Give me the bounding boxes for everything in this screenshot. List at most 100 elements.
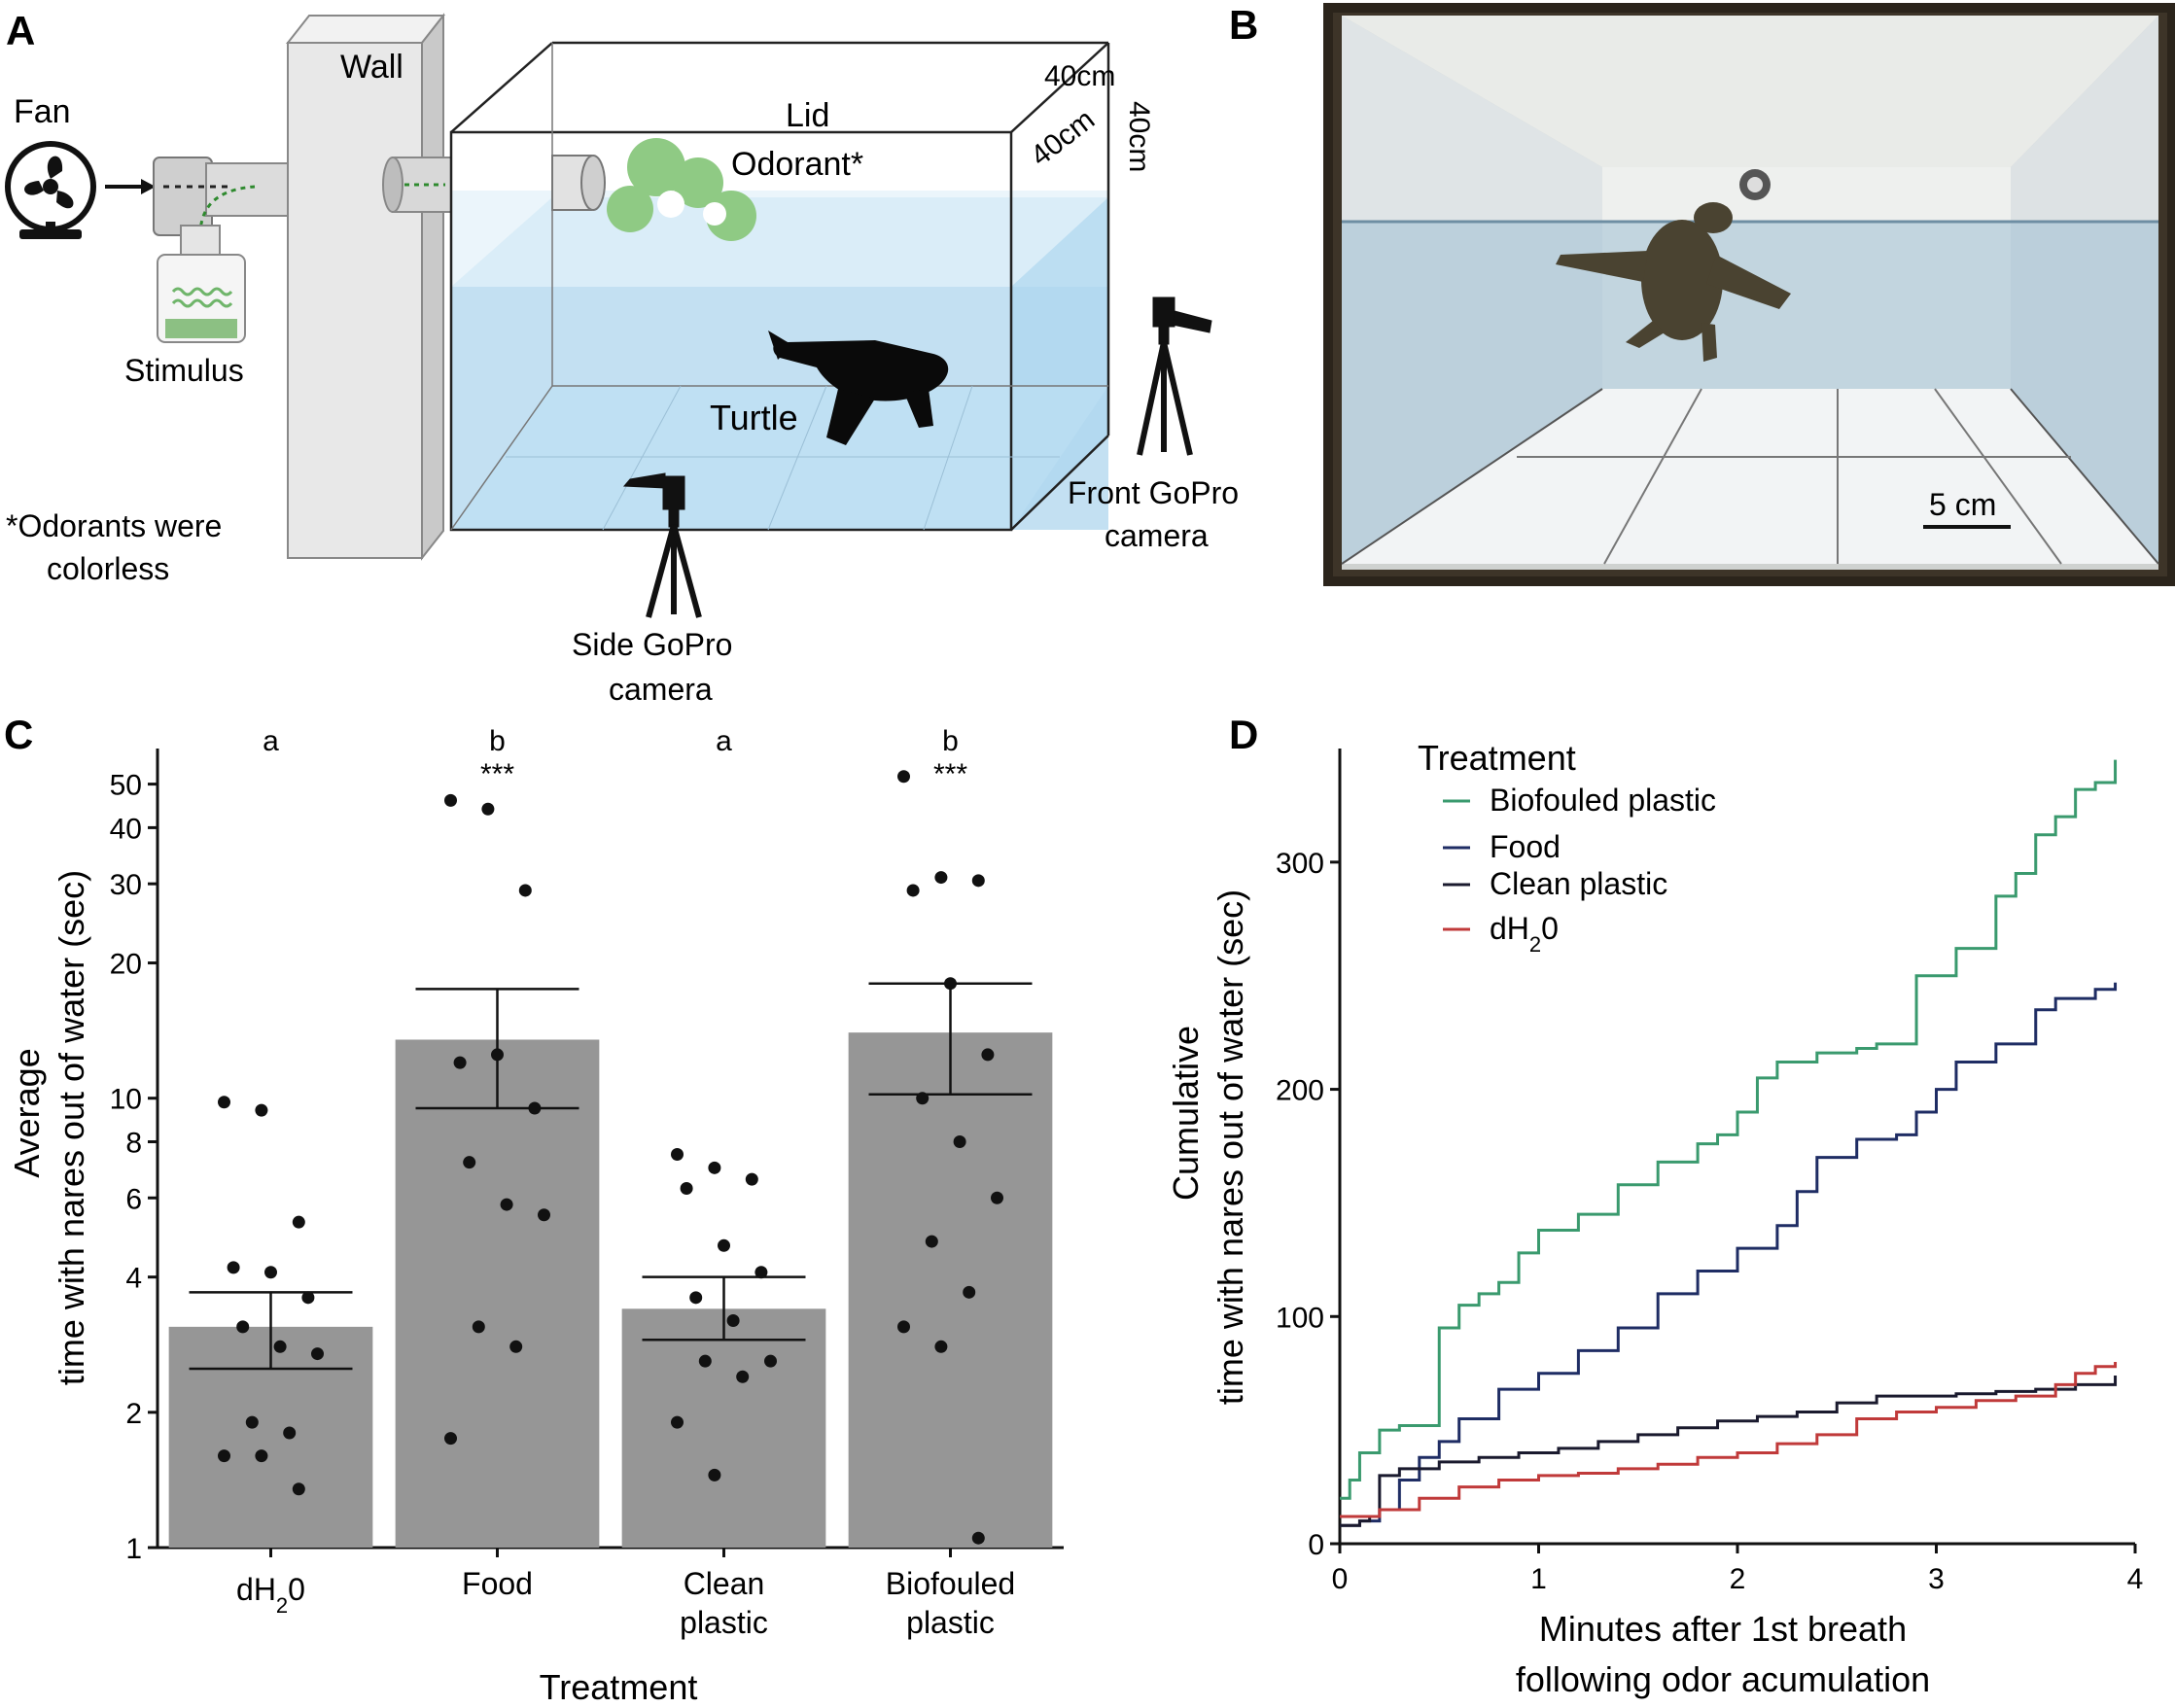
c-y-tick-label: 10: [110, 1084, 142, 1116]
c-data-point: [897, 1320, 910, 1334]
c-data-point: [906, 884, 920, 897]
c-data-point: [518, 884, 532, 897]
footnote-line1: *Odorants were: [6, 508, 222, 543]
d-y-tick-label: 100: [1276, 1302, 1324, 1334]
c-data-point: [491, 1048, 504, 1062]
c-y-tick-label: 30: [110, 869, 142, 901]
c-data-point: [718, 1238, 730, 1252]
c-bar: [621, 1308, 826, 1548]
panel-c: C Average time with nares out of water (…: [4, 712, 1064, 1707]
d-y-tick-label: 300: [1276, 848, 1324, 880]
airflow-arrowhead: [141, 179, 156, 194]
d-x-tick-label: 1: [1530, 1563, 1547, 1595]
d-x-tick-label: 3: [1928, 1563, 1945, 1595]
c-data-point: [680, 1181, 693, 1195]
panel-c-x-title: Treatment: [540, 1667, 698, 1707]
c-data-point: [236, 1320, 250, 1334]
d-x-tick-label: 4: [2127, 1563, 2144, 1595]
c-bar: [395, 1039, 600, 1548]
c-y-tick-label: 6: [125, 1183, 142, 1215]
panel-b: B: [1229, 2, 2175, 586]
dim-depth-label: 40cm: [1025, 103, 1101, 172]
turtle-label: Turtle: [710, 398, 798, 437]
c-data-point: [538, 1208, 550, 1222]
wall-label: Wall: [340, 49, 403, 86]
c-data-point: [500, 1198, 513, 1211]
c-data-point: [283, 1426, 297, 1440]
c-significance-stars: ***: [480, 758, 514, 790]
c-data-point: [963, 1285, 976, 1299]
c-data-point: [453, 1056, 467, 1069]
panel-d-plot: 0 100 200 300 0 1 2 3 4 Treatment Biofouled plasti…: [1276, 738, 2143, 1595]
c-data-point: [934, 1340, 948, 1353]
footnote-line2: colorless: [47, 551, 169, 586]
c-data-point: [971, 874, 985, 888]
c-data-point: [444, 1432, 457, 1446]
c-data-point: [311, 1347, 324, 1361]
c-y-tick-label: 50: [110, 770, 142, 802]
c-data-point: [463, 1156, 476, 1169]
c-data-point: [708, 1161, 721, 1174]
dim-top-label: 40cm: [1044, 60, 1115, 92]
c-data-point: [698, 1354, 712, 1368]
c-data-point: [301, 1291, 315, 1305]
c-data-point: [708, 1468, 721, 1481]
turtle-photo-icon: [1556, 202, 1791, 362]
panel-d-x-title-line2: following odor acumulation: [1516, 1659, 1930, 1699]
c-data-point: [264, 1266, 277, 1279]
d-series-line: [1340, 1362, 2118, 1518]
c-significance-stars: ***: [933, 758, 967, 790]
panel-c-plot: 124681020304050adH20b***FoodaCleanplasti…: [110, 725, 1064, 1640]
c-data-point: [944, 977, 957, 991]
c-data-point: [227, 1261, 240, 1274]
d-series-line: [1340, 759, 2118, 1500]
c-data-point: [934, 871, 948, 885]
c-y-tick-label: 8: [125, 1128, 142, 1160]
c-data-point: [255, 1449, 268, 1463]
inlet-pipe-icon: [382, 157, 452, 213]
c-x-tick-label: Clean: [684, 1566, 765, 1601]
c-data-point: [745, 1172, 758, 1186]
c-data-point: [528, 1101, 542, 1115]
c-significance-letter: a: [716, 725, 732, 757]
c-y-tick-label: 40: [110, 813, 142, 845]
panel-d-x-title-line1: Minutes after 1st breath: [1539, 1609, 1907, 1649]
dim-side-label: 40cm: [1123, 101, 1155, 172]
c-y-tick-label: 4: [125, 1263, 142, 1295]
fan-icon: [5, 141, 96, 239]
c-data-point: [255, 1103, 268, 1117]
panel-d-y-title-line1: Cumulative: [1166, 1026, 1206, 1201]
front-camera-icon: [1137, 296, 1212, 456]
c-data-point: [509, 1340, 523, 1353]
panel-c-letter: C: [4, 712, 33, 757]
c-data-point: [292, 1482, 305, 1496]
lid-label: Lid: [786, 97, 829, 134]
c-data-point: [218, 1096, 230, 1109]
c-x-tick-label: Food: [462, 1566, 533, 1601]
c-data-point: [925, 1235, 938, 1248]
panel-b-letter: B: [1229, 2, 1258, 48]
c-data-point: [754, 1266, 768, 1279]
front-camera-label-line2: camera: [1105, 518, 1209, 553]
d-x-tick-label: 0: [1332, 1563, 1349, 1595]
c-data-point: [971, 1531, 985, 1545]
c-x-tick-label: plastic: [906, 1605, 995, 1640]
c-bar: [848, 1032, 1053, 1548]
d-y-tick-label: 200: [1276, 1075, 1324, 1107]
panel-c-y-title-line2: time with nares out of water (sec): [52, 870, 91, 1385]
aquarium-tank: [449, 41, 1110, 532]
side-camera-icon: [622, 472, 702, 618]
t-pipe-icon: [153, 157, 289, 236]
c-significance-letter: a: [263, 725, 279, 757]
panel-a-letter: A: [6, 8, 35, 53]
c-data-point: [472, 1320, 485, 1334]
c-data-point: [764, 1354, 777, 1368]
turtle-silhouette-icon: [768, 331, 949, 445]
panel-d: D Cumulative time with nares out of wate…: [1166, 712, 2143, 1699]
c-data-point: [726, 1313, 740, 1327]
odorant-label: Odorant*: [731, 146, 863, 183]
c-data-point: [916, 1092, 930, 1105]
c-data-point: [981, 1048, 995, 1062]
panel-d-y-title-line2: time with nares out of water (sec): [1210, 889, 1250, 1405]
